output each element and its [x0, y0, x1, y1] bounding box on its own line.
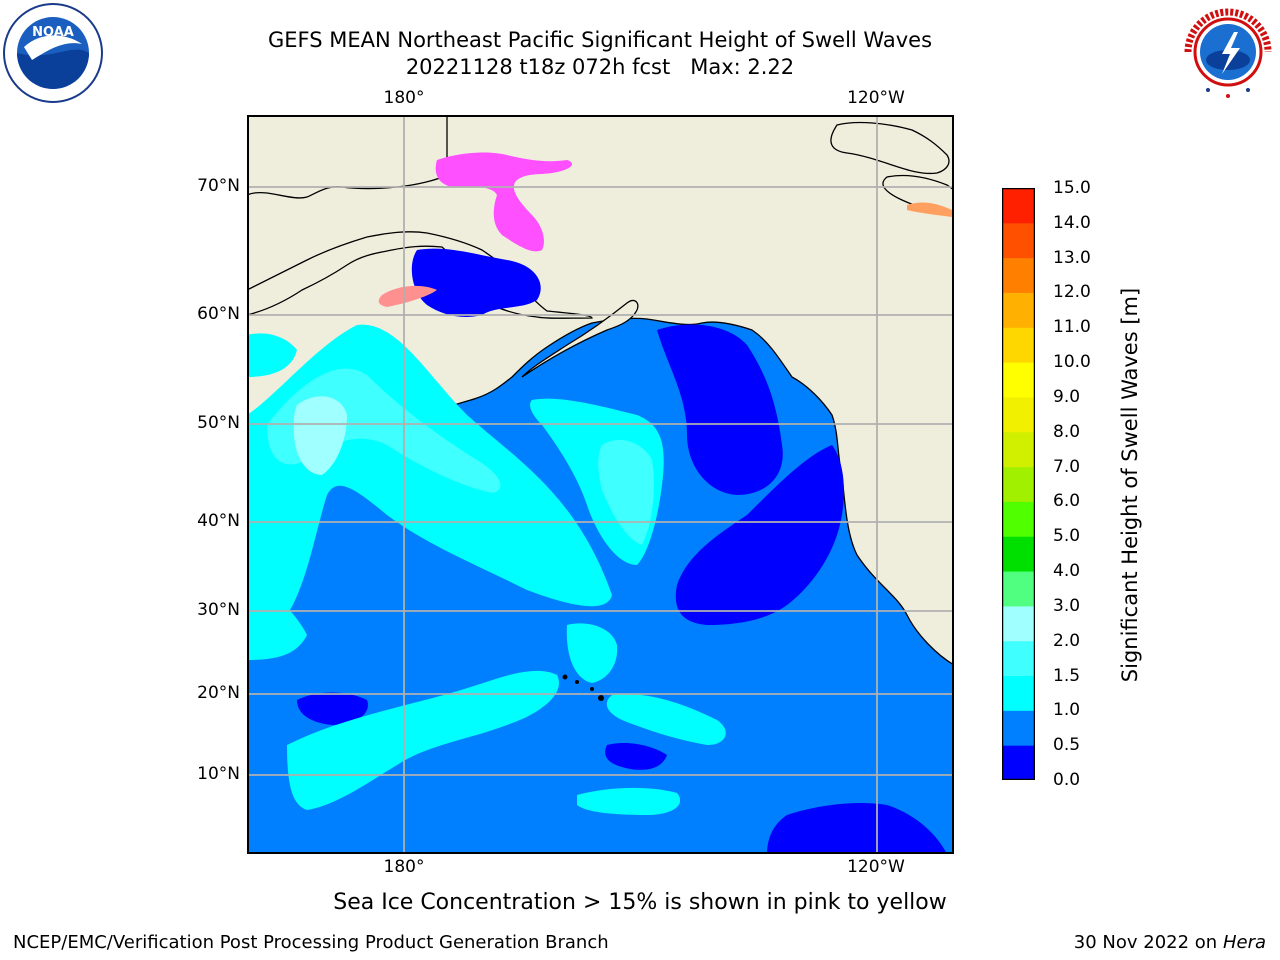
sea-ice-note: Sea Ice Concentration > 15% is shown in …: [333, 890, 947, 915]
lat-label-60n: 60°N: [197, 304, 240, 324]
lat-label-70n: 70°N: [197, 176, 240, 196]
sea-ice-region: [435, 152, 572, 252]
lat-label-30n: 30°N: [197, 600, 240, 620]
colorbar-segment: [1002, 431, 1035, 468]
colorbar-segment: [1002, 605, 1035, 642]
hawaii-island: [562, 674, 568, 680]
colorbar-tick-label: 10.0: [1053, 352, 1091, 373]
swell-low-region: [767, 803, 947, 854]
colorbar-tick-label: 11.0: [1053, 317, 1091, 338]
lat-label-20n: 20°N: [197, 683, 240, 703]
land-alaska-peninsula: [521, 299, 639, 378]
swell-mid-region: [606, 694, 726, 745]
colorbar-tick-label: 8.0: [1053, 421, 1081, 442]
land-arctic-island: [830, 121, 950, 175]
map-title: GEFS MEAN Northeast Pacific Significant …: [267, 28, 933, 52]
swell-low-region: [411, 248, 541, 317]
colorbar-tick-label: 12.0: [1053, 282, 1091, 303]
colorbar-tick-label: 15.0: [1053, 178, 1091, 198]
land-chukotka: [247, 115, 448, 199]
footer-host: Hera: [1222, 932, 1266, 953]
colorbar-tick-label: 14.0: [1053, 212, 1091, 233]
colorbar-tick-label: 9.0: [1053, 386, 1081, 407]
lat-label-10n: 10°N: [197, 764, 240, 784]
colorbar-label: Significant Height of Swell Waves [m]: [1118, 287, 1142, 683]
colorbar-segment: [1002, 571, 1035, 607]
lon-label-top-120w: 120°W: [847, 88, 905, 108]
swell-height-map: [247, 115, 954, 854]
svg-text:NOAA: NOAA: [32, 25, 74, 40]
nws-logo: [1180, 4, 1276, 100]
noaa-logo: NOAA: [3, 3, 103, 103]
colorbar-tick-label: 4.0: [1053, 561, 1081, 582]
colorbar-tick-label: 13.0: [1053, 247, 1091, 268]
colorbar-segment: [1002, 257, 1035, 293]
map-subtitle: 20221128 t18z 072h fcst Max: 2.22: [405, 55, 795, 79]
colorbar-tick-label: 6.0: [1053, 491, 1081, 512]
colorbar-segment: [1002, 362, 1035, 398]
colorbar-segment: [1002, 292, 1035, 328]
colorbar-segment: [1002, 710, 1035, 746]
footer-credit: NCEP/EMC/Verification Post Processing Pr…: [13, 932, 609, 953]
colorbar-tick-label: 7.0: [1053, 456, 1081, 477]
colorbar-segment: [1002, 466, 1035, 502]
colorbar-segment: [1002, 675, 1035, 711]
colorbar-segment: [1002, 640, 1035, 677]
swell-low-region: [675, 445, 844, 625]
colorbar-segment: [1002, 222, 1035, 259]
graticule: [247, 115, 954, 854]
swell-mid-region: [566, 623, 618, 683]
colorbar-tick-label: 1.0: [1053, 700, 1081, 721]
hawaii-island: [598, 695, 604, 701]
swell-peak-region: [293, 396, 347, 475]
swell-low-region: [657, 324, 783, 495]
footer-date-text: 30 Nov 2022 on: [1073, 932, 1218, 953]
colorbar-tick-label: 1.5: [1053, 665, 1081, 686]
colorbar-segment: [1002, 396, 1035, 433]
colorbar-tick-label: 3.0: [1053, 595, 1081, 616]
colorbar-tick-label: 2.0: [1053, 630, 1081, 651]
swell-mid-region: [247, 585, 307, 660]
footer-date: 30 Nov 2022 on Hera: [1074, 932, 1266, 953]
colorbar-segments: [1002, 188, 1035, 780]
colorbar: [1002, 188, 1035, 780]
colorbar-segment: [1002, 327, 1035, 363]
lon-label-bottom-120w: 120°W: [847, 857, 905, 877]
lon-label-bottom-180: 180°: [383, 857, 425, 877]
lat-label-40n: 40°N: [197, 511, 240, 531]
colorbar-tick-label: 0.0: [1053, 770, 1081, 790]
sea-ice-fringe: [907, 202, 952, 217]
colorbar-tick-label: 5.0: [1053, 526, 1081, 547]
swell-mid-region: [247, 333, 297, 377]
colorbar-tick-label: 0.5: [1053, 735, 1081, 756]
sea-ice-fringe: [378, 285, 437, 307]
colorbar-segment: [1002, 745, 1035, 780]
swell-high-region: [598, 440, 654, 545]
swell-mid-region: [577, 787, 681, 815]
colorbar-segment: [1002, 188, 1035, 224]
swell-low-region: [297, 692, 368, 725]
swell-low-region: [605, 743, 667, 770]
hawaii-island: [590, 687, 594, 691]
map-border: [247, 115, 954, 854]
colorbar-segment: [1002, 536, 1035, 572]
colorbar-segment: [1002, 501, 1035, 537]
lon-label-top-180: 180°: [383, 88, 425, 108]
lat-label-50n: 50°N: [197, 413, 240, 433]
hawaii-island: [575, 680, 579, 684]
